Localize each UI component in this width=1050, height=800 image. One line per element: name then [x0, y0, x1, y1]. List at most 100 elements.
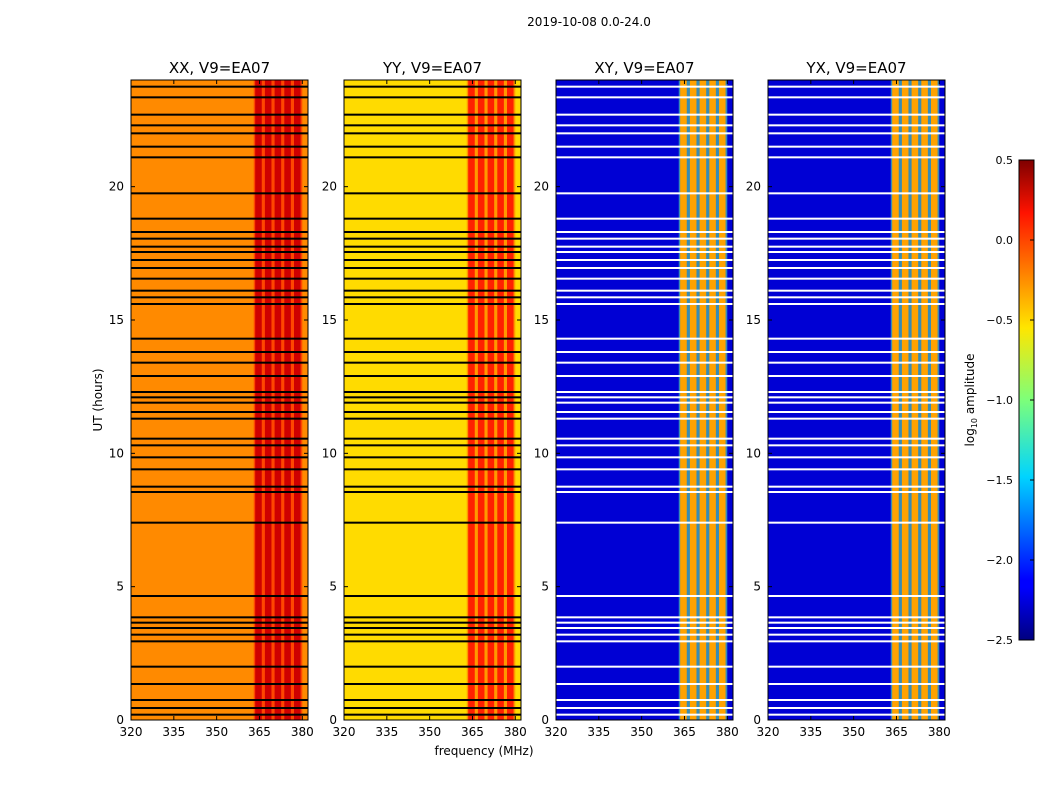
flagged-row [131, 245, 308, 248]
flagged-row [344, 85, 521, 88]
flagged-row [131, 633, 308, 636]
flagged-row [768, 289, 945, 292]
flagged-row [344, 411, 521, 413]
flagged-row [131, 595, 308, 597]
flagged-row [556, 468, 733, 471]
flagged-row [131, 444, 308, 447]
flagged-row [344, 468, 521, 471]
flagged-row [131, 456, 308, 459]
y-tick-label: 0 [541, 713, 549, 727]
x-tick-label: 335 [162, 725, 185, 739]
flagged-row [344, 156, 521, 159]
flagged-row [768, 627, 945, 629]
rfi-channel [719, 80, 726, 720]
flagged-row [768, 621, 945, 624]
rfi-channel [497, 80, 504, 720]
flagged-row [344, 245, 521, 248]
x-tick-label: 350 [418, 725, 441, 739]
flagged-row [768, 456, 945, 459]
flagged-row [344, 375, 521, 377]
flagged-row [344, 145, 521, 148]
flagged-row [131, 375, 308, 377]
flagged-row [344, 485, 521, 488]
rfi-channel [264, 80, 272, 720]
flagged-row [768, 411, 945, 413]
rfi-channel [255, 80, 262, 720]
flagged-row [768, 391, 945, 393]
flagged-row [344, 361, 521, 364]
y-tick-label: 15 [109, 313, 124, 327]
flagged-row [131, 351, 308, 353]
flagged-row [768, 444, 945, 447]
x-tick-label: 380 [716, 725, 739, 739]
flagged-row [556, 396, 733, 399]
flagged-row [768, 401, 945, 404]
flagged-row [768, 303, 945, 305]
y-tick-label: 15 [746, 313, 761, 327]
y-tick-label: 20 [109, 180, 124, 194]
flagged-row [768, 124, 945, 127]
colorbar-tick-label: −2.5 [986, 634, 1013, 647]
flagged-row [768, 521, 945, 524]
flagged-row [131, 251, 308, 253]
rfi-channel [468, 80, 475, 720]
x-tick-label: 365 [673, 725, 696, 739]
x-tick-label: 350 [205, 725, 228, 739]
flagged-row [344, 391, 521, 393]
flagged-row [768, 231, 945, 233]
flagged-row [344, 521, 521, 524]
flagged-row [131, 665, 308, 668]
flagged-row [768, 713, 945, 716]
colorbar: 0.5 0.0 −0.5 −1.0 −1.5 −2.0 −2.5 log10 amplitu… [963, 154, 1035, 647]
panel-1: XX, V9=EA07 320 335 350 365 380 0 5 10 15 20 [109, 59, 314, 739]
flagged-row [768, 640, 945, 643]
flagged-row [344, 633, 521, 636]
rfi-channel [901, 80, 909, 720]
flagged-row [131, 259, 308, 261]
flagged-row [344, 96, 521, 99]
flagged-row [344, 640, 521, 643]
x-tick-label: 335 [799, 725, 822, 739]
x-tick-label: 320 [333, 725, 356, 739]
y-tick-label: 0 [116, 713, 124, 727]
flagged-row [131, 485, 308, 488]
flagged-row [344, 237, 521, 240]
rfi-channel [892, 80, 899, 720]
flagged-row [344, 124, 521, 127]
flagged-row [768, 217, 945, 220]
x-axis-label: frequency (MHz) [434, 744, 533, 758]
y-axis-label: UT (hours) [91, 368, 105, 431]
x-tick-label: 365 [461, 725, 484, 739]
flagged-row [768, 85, 945, 88]
flagged-row [768, 237, 945, 240]
flagged-row [131, 267, 308, 269]
panel-title: YY, V9=EA07 [382, 59, 482, 77]
x-tick-label: 320 [120, 725, 143, 739]
x-tick-label: 380 [504, 725, 527, 739]
flagged-row [131, 411, 308, 413]
rfi-channel [931, 80, 938, 720]
flagged-row [556, 491, 733, 493]
flagged-row [556, 132, 733, 135]
flagged-row [131, 417, 308, 420]
flagged-row [131, 640, 308, 643]
flagged-row [556, 145, 733, 148]
flagged-row [768, 156, 945, 159]
colorbar-tick-label: −1.0 [986, 394, 1013, 407]
rfi-channel [284, 80, 291, 720]
flagged-row [131, 337, 308, 340]
flagged-row [131, 396, 308, 399]
x-tick-label: 335 [587, 725, 610, 739]
flagged-row [556, 267, 733, 269]
y-tick-label: 15 [322, 313, 337, 327]
y-tick-label: 10 [322, 446, 337, 460]
flagged-row [556, 707, 733, 709]
flagged-row [768, 277, 945, 280]
x-tick-label: 320 [757, 725, 780, 739]
flagged-row [131, 156, 308, 159]
flagged-row [344, 699, 521, 701]
flagged-row [556, 521, 733, 524]
x-tick-label: 335 [375, 725, 398, 739]
flagged-row [344, 217, 521, 220]
